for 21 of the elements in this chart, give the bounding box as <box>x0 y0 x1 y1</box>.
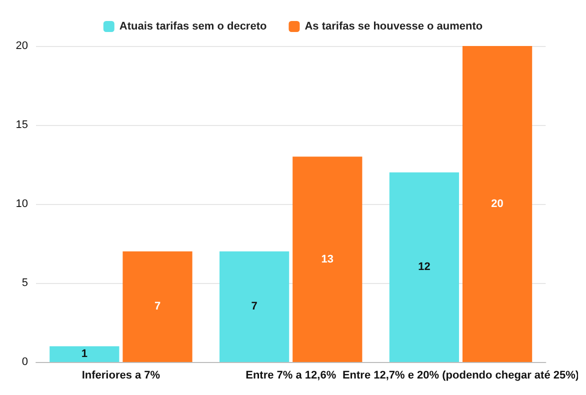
legend-label: Atuais tarifas sem o decreto <box>119 20 267 32</box>
y-tick-label: 20 <box>16 40 28 52</box>
bar <box>462 46 532 362</box>
data-label: 12 <box>418 261 430 274</box>
bar <box>219 251 290 362</box>
y-tick-label: 10 <box>16 198 28 210</box>
legend-label: As tarifas se houvesse o aumento <box>304 20 483 32</box>
y-tick-label: 5 <box>22 277 28 289</box>
data-label: 13 <box>321 253 334 266</box>
bar <box>389 172 460 362</box>
bar <box>292 156 362 362</box>
data-label: 1 <box>81 348 88 360</box>
y-tick-label: 15 <box>16 119 28 131</box>
x-tick-label: Inferiores a 7% <box>82 370 160 382</box>
data-label: 20 <box>491 198 504 210</box>
x-tick-label: Entre 7% a 12,6% <box>246 370 336 382</box>
bar <box>50 346 120 362</box>
y-tick-label: 0 <box>22 356 28 368</box>
data-label: 7 <box>154 300 161 313</box>
bar <box>122 251 192 362</box>
data-label: 7 <box>251 300 258 313</box>
